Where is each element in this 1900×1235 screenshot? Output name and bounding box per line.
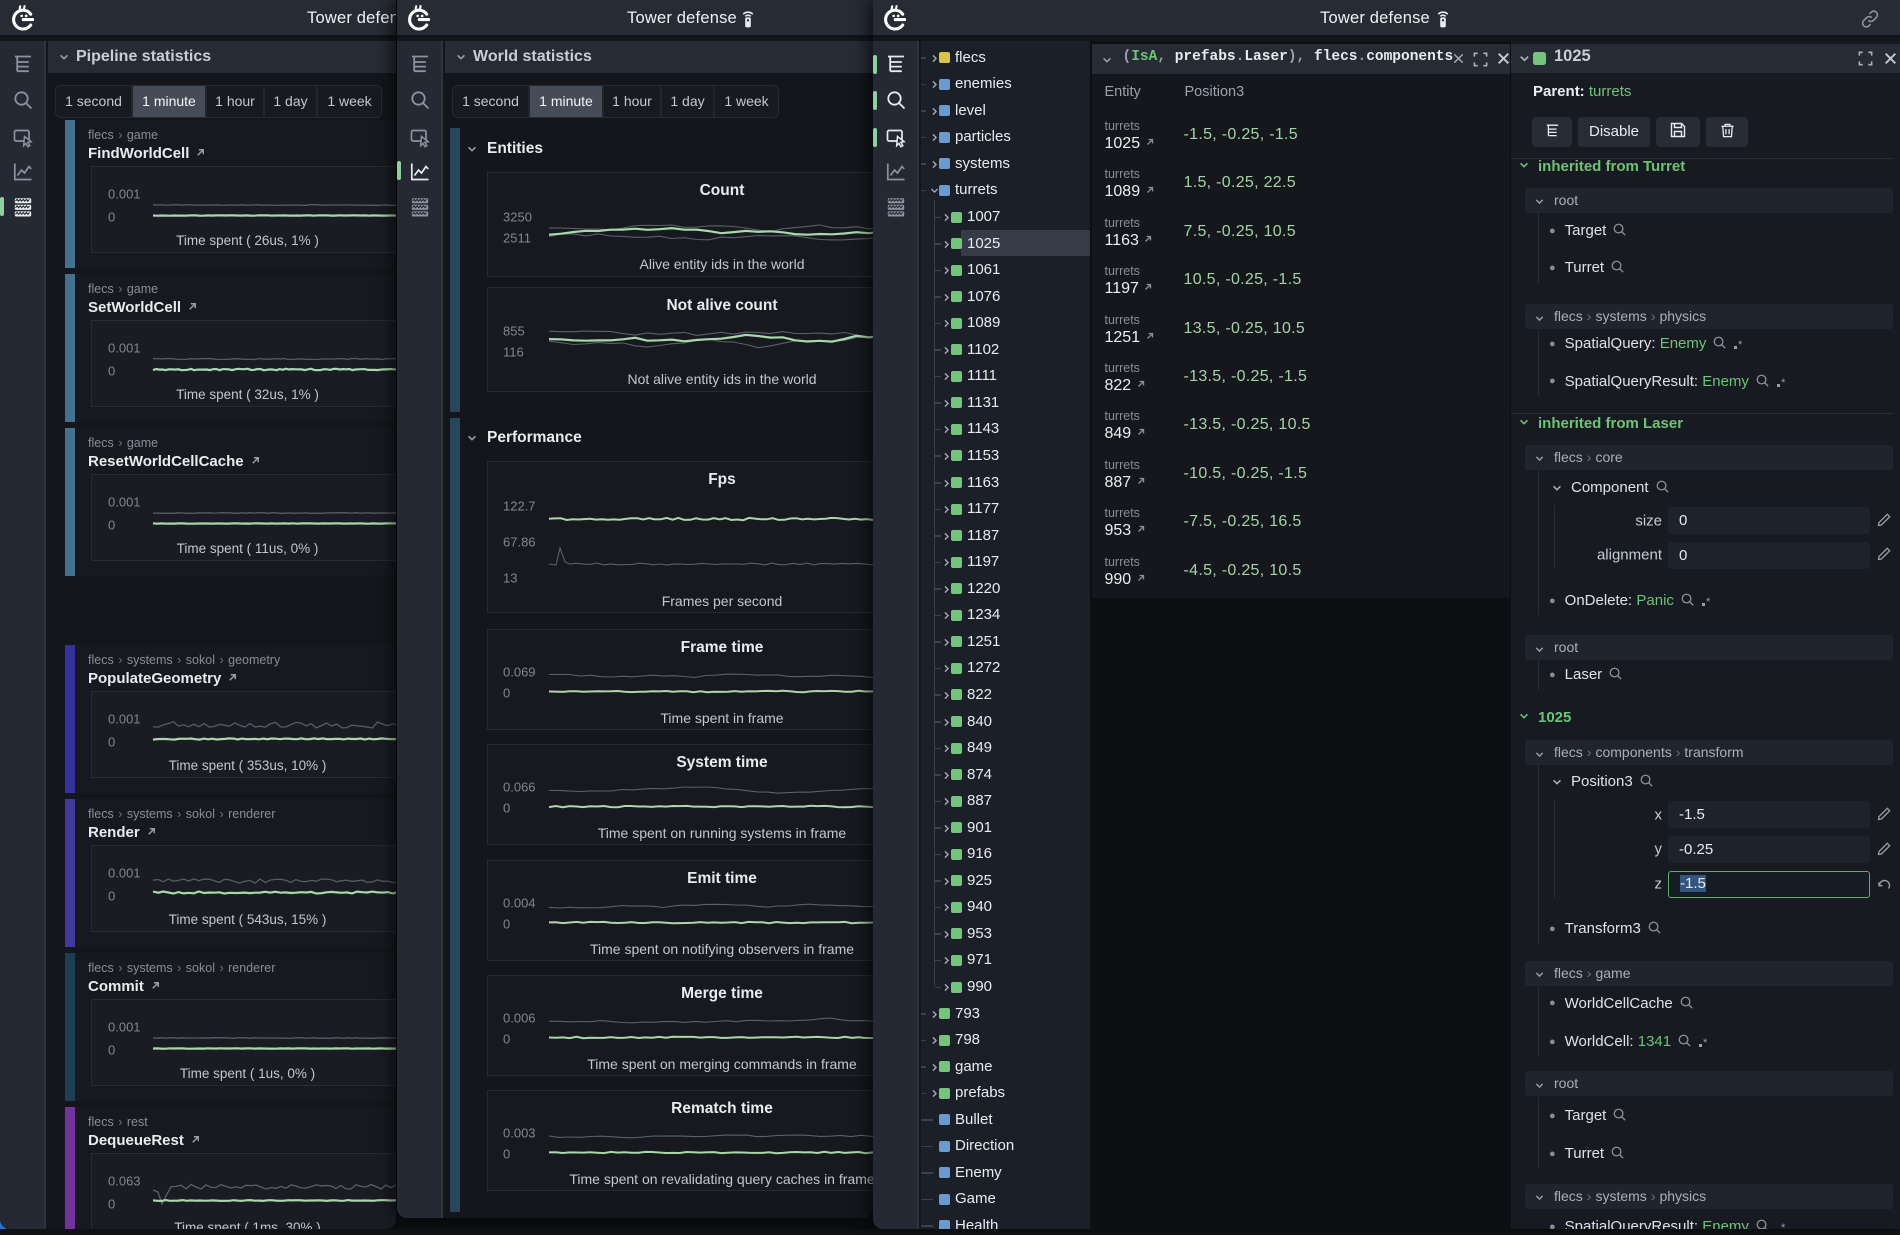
svg-text:*: * <box>1738 339 1743 350</box>
svg-text:*: * <box>1781 377 1786 388</box>
svg-text:*: * <box>1781 1222 1786 1229</box>
svg-text:*: * <box>1703 1037 1708 1048</box>
svg-text:*: * <box>1706 596 1711 607</box>
